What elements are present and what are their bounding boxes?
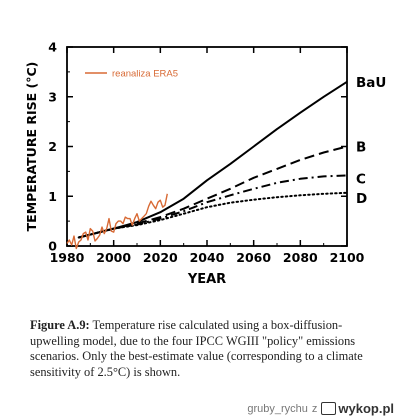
plot-frame xyxy=(66,46,348,247)
watermark-user: gruby_rychu xyxy=(247,402,308,415)
watermark: gruby_rychu z wykop.pl xyxy=(247,401,394,416)
series-label-bau: BaU xyxy=(356,75,386,91)
series-line-bau xyxy=(78,80,348,239)
x-axis-label: YEAR xyxy=(187,272,226,287)
y-tick-label: 4 xyxy=(48,40,57,55)
y-tick-label: 3 xyxy=(48,89,57,104)
y-axis-label: TEMPERATURE RISE (°C) xyxy=(24,62,39,232)
watermark-site: wykop.pl xyxy=(338,401,394,416)
wykop-logo: wykop.pl xyxy=(321,401,394,416)
series-layer xyxy=(66,80,348,250)
x-tick-label: 2100 xyxy=(330,250,365,265)
caption-label: Figure A.9: xyxy=(30,318,90,332)
watermark-connector: z xyxy=(311,402,318,415)
series-label-c: C xyxy=(356,171,366,187)
series-label-d: D xyxy=(356,191,367,207)
y-tick-label: 2 xyxy=(48,139,57,154)
x-tick-label: 2060 xyxy=(236,250,271,265)
x-tick-label: 2080 xyxy=(283,250,318,265)
x-tick-label: 2040 xyxy=(190,250,225,265)
caption-text: Temperature rise calculated using a box-… xyxy=(30,318,363,379)
series-line-d xyxy=(77,191,348,239)
y-tick-label: 0 xyxy=(48,239,57,254)
x-tick-label: 1980 xyxy=(50,250,85,265)
x-tick-label: 2000 xyxy=(96,250,131,265)
series-label-b: B xyxy=(356,140,366,156)
plot-border xyxy=(66,46,348,247)
figure-caption: Figure A.9: Temperature rise calculated … xyxy=(30,318,390,380)
axis-ticks: 1980 2000 2020 2040 2060 2080 2100 0 1 2 3 4 xyxy=(48,40,364,266)
y-tick-label: 1 xyxy=(48,189,57,204)
legend-label: reanaliza ERA5 xyxy=(112,69,178,80)
x-tick-label: 2020 xyxy=(143,250,178,265)
labels-layer: YEAR TEMPERATURE RISE (°C) BaU BCDreanaliza… xyxy=(24,62,386,287)
series-line-b xyxy=(78,145,348,239)
series-line-c xyxy=(78,174,348,239)
series-line-reanaliza-era5 xyxy=(66,193,168,250)
wykop-logo-icon xyxy=(321,402,337,415)
